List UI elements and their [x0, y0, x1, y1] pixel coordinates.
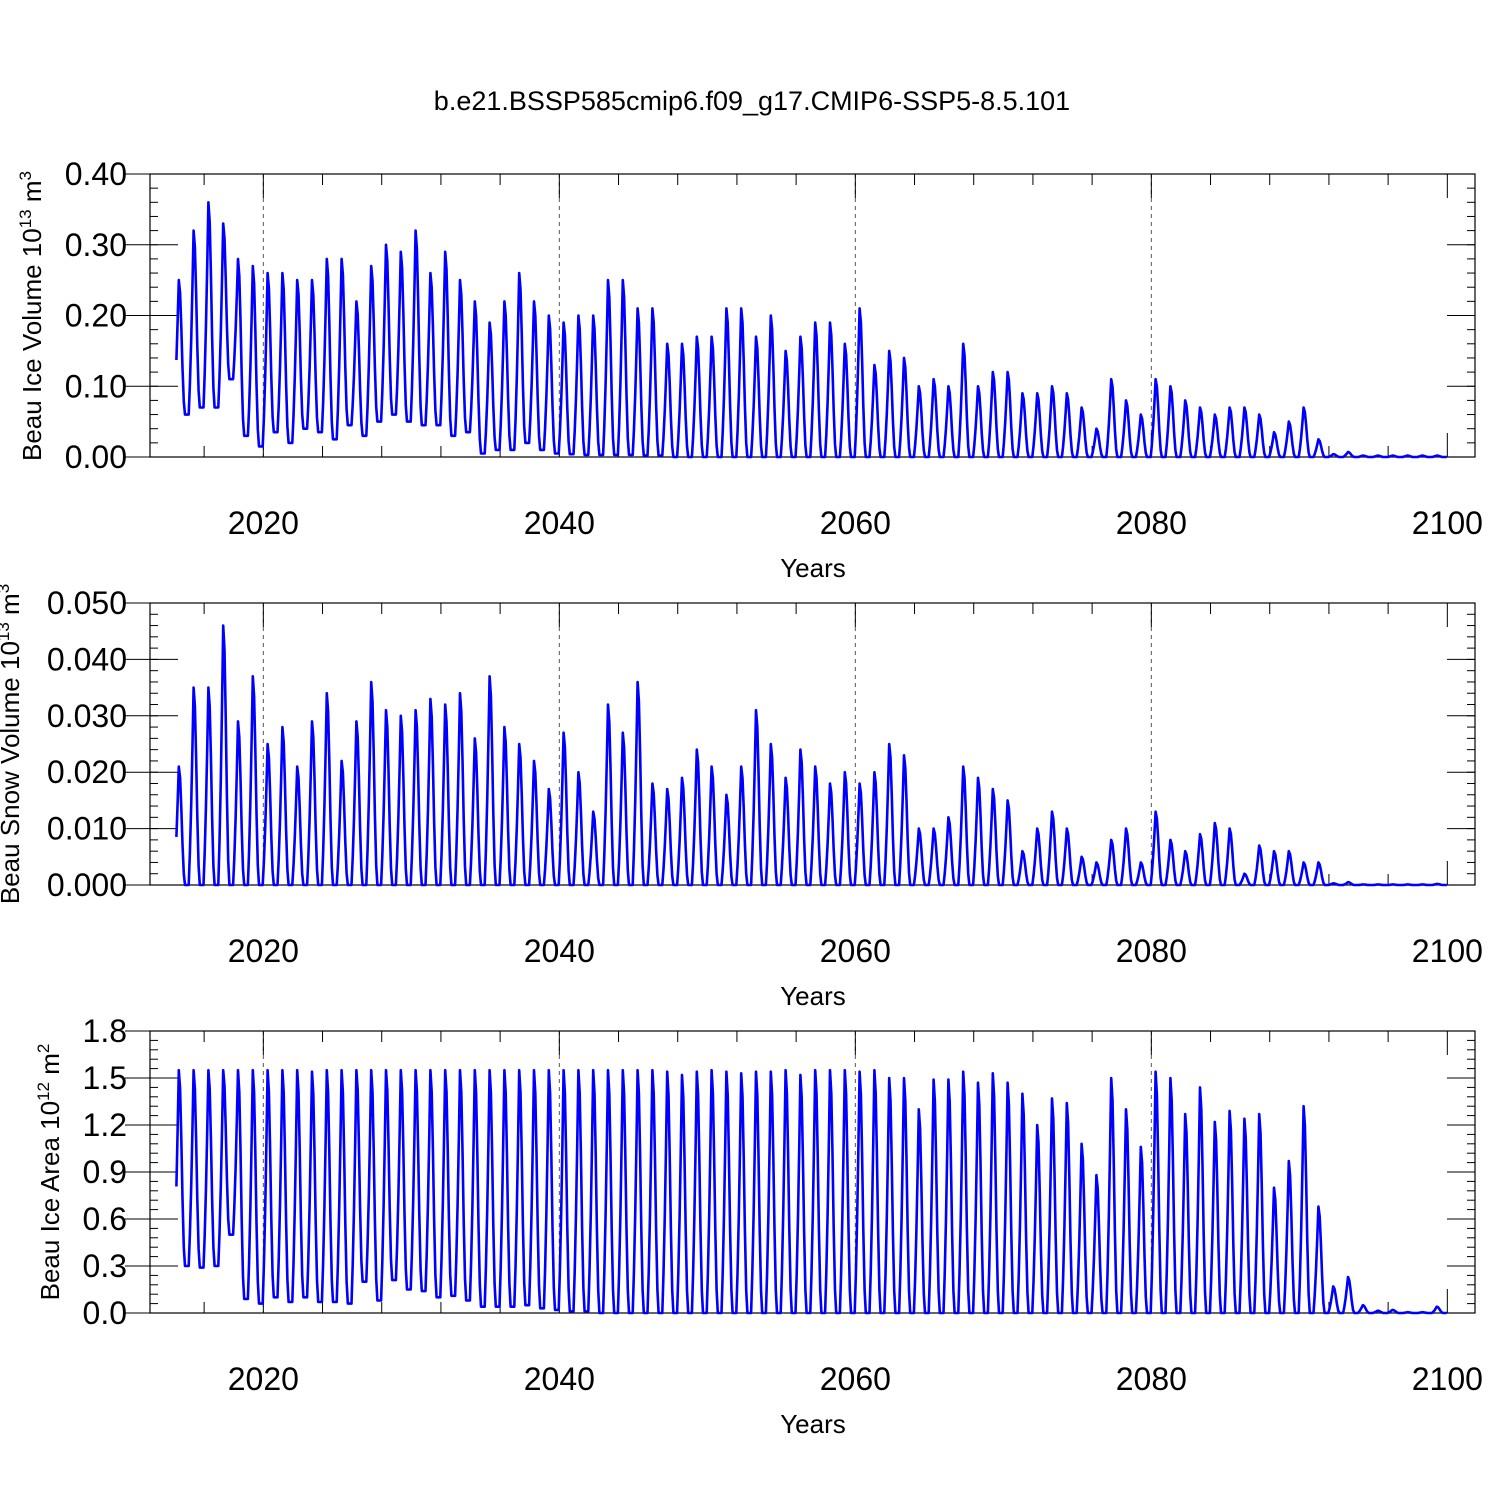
ice-area-panel: Years Beau Ice Area 1012 m2 2020 2040 2060… — [34, 1013, 1483, 1439]
ice-area-x-tick-label: 2100 — [1412, 1361, 1483, 1397]
ice-volume-y-tick-label: 0.00 — [65, 439, 127, 475]
snow-volume-panel: Years Beau Snow Volume 1013 m3 2020 2040 2… — [0, 584, 1483, 1011]
ice-area-x-tick-label: 2060 — [820, 1361, 891, 1397]
ice-volume-x-label: Years — [780, 553, 846, 583]
ice-area-y-tick-label: 0.6 — [83, 1201, 127, 1237]
snow-volume-y-tick-label: 0.040 — [47, 641, 127, 677]
snow-volume-frame — [149, 602, 1476, 886]
snow-volume-y-tick-label: 0.020 — [47, 754, 127, 790]
ice-volume-x-tick-label: 2020 — [228, 505, 299, 541]
ice-area-y-label: Beau Ice Area 1012 m2 — [34, 1044, 65, 1301]
snow-volume-series-line — [175, 624, 1447, 887]
figure-title: b.e21.BSSP585cmip6.f09_g17.CMIP6-SSP5-8.… — [434, 86, 1070, 116]
ice-volume-y-tick-label: 0.10 — [65, 368, 127, 404]
ice-volume-y-tick-label: 0.20 — [65, 298, 127, 334]
ice-area-y-tick-label: 1.8 — [83, 1013, 127, 1049]
ice-area-y-tick-label: 0.3 — [83, 1248, 127, 1284]
ice-volume-y-tick-label: 0.30 — [65, 227, 127, 263]
ice-volume-series-line — [175, 201, 1447, 459]
ice-volume-y-tick-label: 0.40 — [65, 156, 127, 192]
ice-volume-panel: Years Beau Ice Volume 1013 m3 2020 2040 20… — [16, 156, 1483, 583]
snow-volume-x-tick-label: 2060 — [820, 933, 891, 969]
ice-volume-x-tick-label: 2080 — [1116, 505, 1187, 541]
snow-volume-x-tick-label: 2100 — [1412, 933, 1483, 969]
ice-area-y-tick-label: 1.5 — [83, 1060, 127, 1096]
ice-area-x-tick-label: 2040 — [524, 1361, 595, 1397]
ice-volume-y-label: Beau Ice Volume 1013 m3 — [16, 171, 47, 461]
ice-area-series-line — [175, 1068, 1447, 1315]
ice-area-y-tick-label: 0.0 — [83, 1295, 127, 1331]
ice-volume-x-tick-label: 2040 — [524, 505, 595, 541]
snow-volume-y-tick-label: 0.010 — [47, 811, 127, 847]
snow-volume-x-tick-label: 2040 — [524, 933, 595, 969]
snow-volume-y-tick-label: 0.000 — [47, 867, 127, 903]
snow-volume-y-label: Beau Snow Volume 1013 m3 — [0, 584, 25, 904]
ice-volume-x-tick-label: 2100 — [1412, 505, 1483, 541]
snow-volume-x-tick-label: 2020 — [228, 933, 299, 969]
snow-volume-x-label: Years — [780, 981, 846, 1011]
ice-area-y-tick-label: 1.2 — [83, 1107, 127, 1143]
ice-area-x-label: Years — [780, 1409, 846, 1439]
ice-volume-x-tick-label: 2060 — [820, 505, 891, 541]
ice-area-y-tick-label: 0.9 — [83, 1154, 127, 1190]
snow-volume-x-tick-label: 2080 — [1116, 933, 1187, 969]
ice-area-x-tick-label: 2080 — [1116, 1361, 1187, 1397]
snow-volume-y-tick-label: 0.050 — [47, 585, 127, 621]
snow-volume-y-tick-label: 0.030 — [47, 698, 127, 734]
ice-area-x-tick-label: 2020 — [228, 1361, 299, 1397]
